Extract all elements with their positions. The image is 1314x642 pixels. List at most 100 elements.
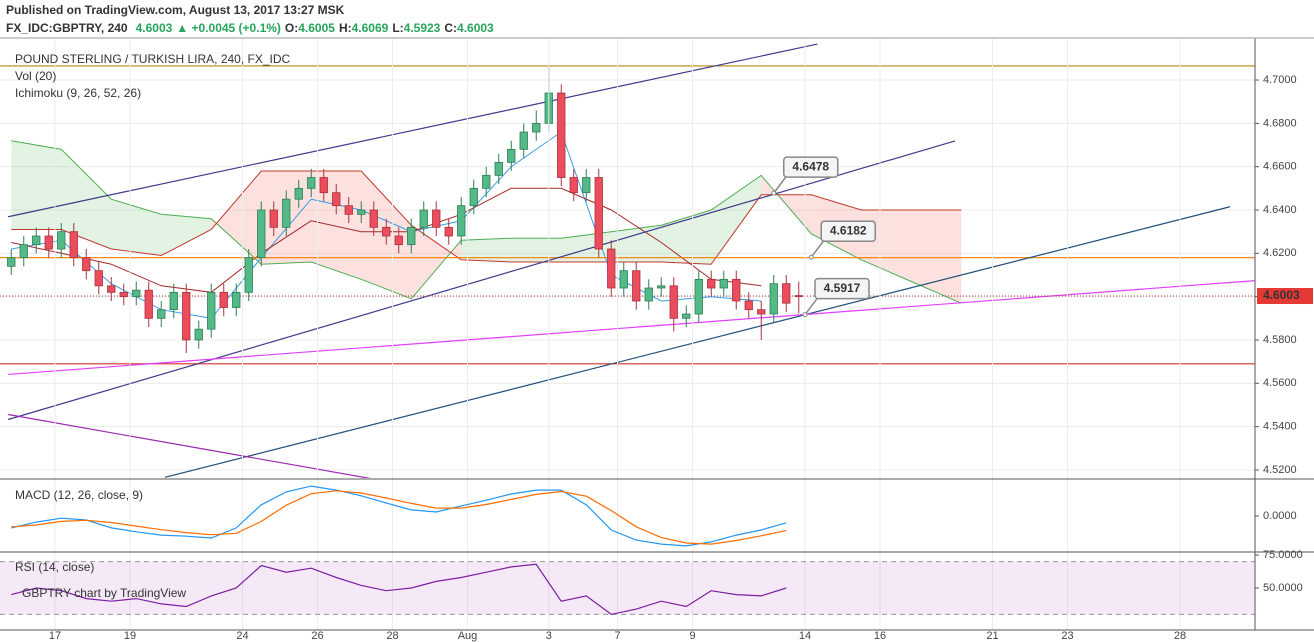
x-tick-label: Aug	[458, 630, 478, 642]
ohlc-value: 4.6003	[457, 21, 494, 35]
cloud	[711, 175, 762, 265]
indicator-line	[11, 563, 787, 616]
candle-body	[682, 313, 691, 319]
candle-body	[219, 291, 228, 308]
candle-body	[369, 209, 378, 228]
candle-body	[132, 289, 141, 298]
candle-body	[394, 235, 403, 246]
cloud	[911, 210, 962, 304]
y-tick-label: 4.6800	[1263, 117, 1297, 129]
callout-point	[808, 254, 814, 260]
candle-body	[119, 291, 128, 298]
candle-body	[157, 309, 166, 319]
candle-body	[32, 235, 41, 246]
span-b	[11, 170, 962, 265]
candle-body	[107, 285, 116, 293]
x-tick-label: 28	[386, 630, 398, 642]
callout-pointer	[804, 298, 818, 316]
x-tick-label: 26	[311, 630, 323, 642]
trend-line	[7, 43, 818, 218]
candle-body	[532, 122, 541, 133]
y-tick-label: 4.6400	[1263, 204, 1297, 216]
candle-body	[757, 309, 766, 315]
callout-label: 4.5917	[824, 281, 861, 295]
x-tick-label: 7	[614, 630, 620, 642]
x-tick-label: 23	[1061, 630, 1073, 642]
panel	[11, 485, 787, 547]
callout-box	[814, 277, 870, 300]
x-tick-label: 17	[49, 630, 61, 642]
candle-body	[719, 278, 728, 289]
candle-body	[332, 192, 341, 207]
candle-body	[169, 291, 178, 311]
trend-line	[8, 413, 372, 478]
panel	[0, 561, 1255, 616]
candle-body	[582, 177, 591, 194]
candle-body	[69, 231, 78, 259]
x-tick-label: 19	[124, 630, 136, 642]
candle-body	[144, 289, 153, 319]
trend-line	[7, 140, 956, 421]
candle-body	[94, 270, 103, 287]
candle-body	[744, 300, 753, 311]
candle-body	[82, 257, 91, 272]
cloud	[111, 199, 162, 256]
candle-body	[769, 283, 778, 315]
ohlc-value: 4.6069	[352, 21, 389, 35]
panel-title: MACD (12, 26, close, 9)	[15, 488, 143, 502]
x-tick-label: 14	[799, 630, 811, 642]
candle-body	[7, 257, 16, 267]
candle-body	[669, 285, 678, 319]
ohlc-label: C:	[444, 21, 457, 35]
symbol-line: FX_IDC:GBPTRY, 240 4.6003 ▲ +0.0045 (+0.1%…	[6, 21, 494, 35]
y-tick-label: 0.0000	[1263, 510, 1297, 522]
callout-pointer	[773, 176, 787, 194]
symbol: FX_IDC:GBPTRY, 240	[6, 21, 128, 35]
y-tick-label: 4.6200	[1263, 247, 1297, 259]
ohlc-value: 4.6005	[298, 21, 335, 35]
candle-body	[507, 148, 516, 163]
candle-body	[644, 287, 653, 302]
y-tick-label: 75.0000	[1263, 549, 1303, 561]
cloud	[411, 225, 462, 299]
cloud	[211, 171, 262, 265]
x-tick-label: 24	[236, 630, 248, 642]
x-tick-label: 28	[1174, 630, 1186, 642]
candle-body	[344, 205, 353, 215]
x-tick-label: 21	[986, 630, 998, 642]
candle-body	[707, 278, 716, 289]
callout-pointer	[810, 240, 824, 258]
y-tick-label: 4.5800	[1263, 334, 1297, 346]
candle-body	[244, 257, 253, 293]
panel	[0, 43, 1255, 478]
cloud	[461, 238, 512, 262]
candle-body	[569, 177, 578, 194]
callout-point	[802, 312, 808, 318]
x-tick-label: 3	[546, 630, 552, 642]
callout-label: 4.6478	[792, 159, 829, 173]
panel-title: POUND STERLING / TURKISH LIRA, 240, FX_I…	[15, 52, 291, 66]
candle-body	[619, 270, 628, 289]
panel-title: RSI (14, close)	[15, 560, 94, 574]
y-tick-label: 4.6600	[1263, 161, 1297, 173]
candle-body	[632, 270, 641, 302]
callout-label: 4.6182	[830, 223, 867, 237]
candle-body	[407, 226, 416, 246]
y-tick-label: 4.5600	[1263, 377, 1297, 389]
candle-body	[44, 235, 53, 250]
published: Published on TradingView.com, August 13,…	[6, 3, 345, 17]
y-tick-label: 4.5200	[1263, 464, 1297, 476]
indicator-label: Ichimoku (9, 26, 52, 26)	[15, 86, 141, 100]
candle-body	[557, 92, 566, 178]
indicator-label: Vol (20)	[15, 69, 56, 83]
candle-body	[419, 209, 428, 228]
y-tick-label: 4.7000	[1263, 74, 1297, 86]
ohlc-label: H:	[339, 21, 352, 35]
candle-body	[207, 291, 216, 330]
change: ▲ +0.0045 (+0.1%)	[176, 21, 281, 35]
candle-body	[482, 174, 491, 189]
candle-body	[294, 187, 303, 200]
candle-body	[457, 205, 466, 237]
candle-body	[494, 161, 503, 176]
